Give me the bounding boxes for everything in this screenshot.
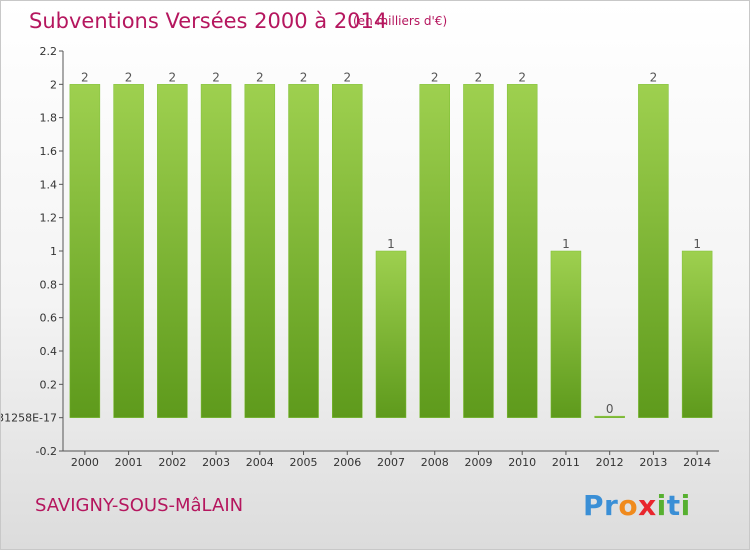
x-tick-label: 2010 — [508, 456, 536, 469]
bar-value-label: 1 — [387, 237, 395, 251]
y-tick-label: 0.8 — [40, 278, 58, 291]
bar — [463, 84, 494, 418]
bar — [375, 250, 407, 418]
x-tick-label: 2001 — [115, 456, 143, 469]
bar-value-label: 2 — [431, 70, 439, 84]
bar-value-label: 2 — [212, 70, 220, 84]
y-tick-label: -0.2 — [36, 445, 57, 458]
x-tick-label: 2007 — [377, 456, 405, 469]
bar-value-label: 2 — [650, 70, 658, 84]
bar-value-label: 2 — [256, 70, 264, 84]
bar — [200, 84, 232, 418]
x-tick-label: 2008 — [421, 456, 449, 469]
logo-letter: r — [604, 489, 619, 522]
bar — [288, 84, 319, 418]
chart-unit: (en milliers d'€) — [353, 14, 448, 28]
logo-letter: i — [656, 489, 667, 522]
bar — [332, 84, 363, 418]
x-tick-label: 2006 — [333, 456, 361, 469]
bar-value-label: 2 — [81, 70, 89, 84]
bar-value-label: 2 — [125, 70, 133, 84]
logo-letter: o — [618, 489, 639, 522]
logo-letter: P — [583, 489, 605, 522]
bar — [550, 250, 582, 418]
bar — [244, 84, 276, 418]
bar-value-label: 0 — [606, 402, 614, 416]
x-tick-label: 2003 — [202, 456, 230, 469]
x-tick-label: 2011 — [552, 456, 580, 469]
x-tick-label: 2009 — [464, 456, 492, 469]
bar-value-label: 1 — [562, 237, 570, 251]
y-tick-label: -5.5511151231258E-17 — [1, 412, 57, 425]
logo-letter: i — [680, 489, 691, 522]
bar-value-label: 2 — [518, 70, 526, 84]
bar-value-label: 2 — [169, 70, 177, 84]
y-tick-label: 1.2 — [40, 212, 58, 225]
y-tick-label: 1 — [50, 245, 57, 258]
x-tick-label: 2004 — [246, 456, 274, 469]
y-tick-label: 2 — [50, 78, 57, 91]
y-tick-label: 1.6 — [40, 145, 58, 158]
commune-name: SAVIGNY-SOUS-MâLAIN — [35, 495, 244, 516]
y-tick-label: 2.2 — [40, 45, 58, 58]
x-tick-label: 2013 — [639, 456, 667, 469]
x-tick-label: 2000 — [71, 456, 99, 469]
y-tick-label: 0.6 — [40, 312, 58, 325]
bar — [157, 84, 188, 418]
y-tick-label: 1.8 — [40, 112, 58, 125]
bar — [69, 84, 101, 418]
bar-value-label: 2 — [343, 70, 351, 84]
chart-title: Subventions Versées 2000 à 2014 — [29, 9, 388, 33]
logo-letter: x — [638, 489, 657, 522]
bar — [681, 250, 713, 418]
x-tick-label: 2002 — [158, 456, 186, 469]
bar-value-label: 2 — [300, 70, 308, 84]
logo-letter: t — [666, 489, 681, 522]
x-tick-label: 2012 — [596, 456, 624, 469]
bar-value-label: 2 — [475, 70, 483, 84]
bar — [113, 84, 144, 418]
bar — [419, 84, 450, 418]
proxiti-logo: Proxiti — [583, 489, 691, 522]
y-tick-label: 0.2 — [40, 378, 58, 391]
x-tick-label: 2005 — [290, 456, 318, 469]
y-tick-label: 0.4 — [40, 345, 58, 358]
y-tick-label: 1.4 — [40, 178, 58, 191]
bar — [638, 84, 669, 418]
bar — [506, 84, 538, 418]
x-tick-label: 2014 — [683, 456, 711, 469]
bar-value-label: 1 — [693, 237, 701, 251]
bar — [594, 415, 625, 418]
